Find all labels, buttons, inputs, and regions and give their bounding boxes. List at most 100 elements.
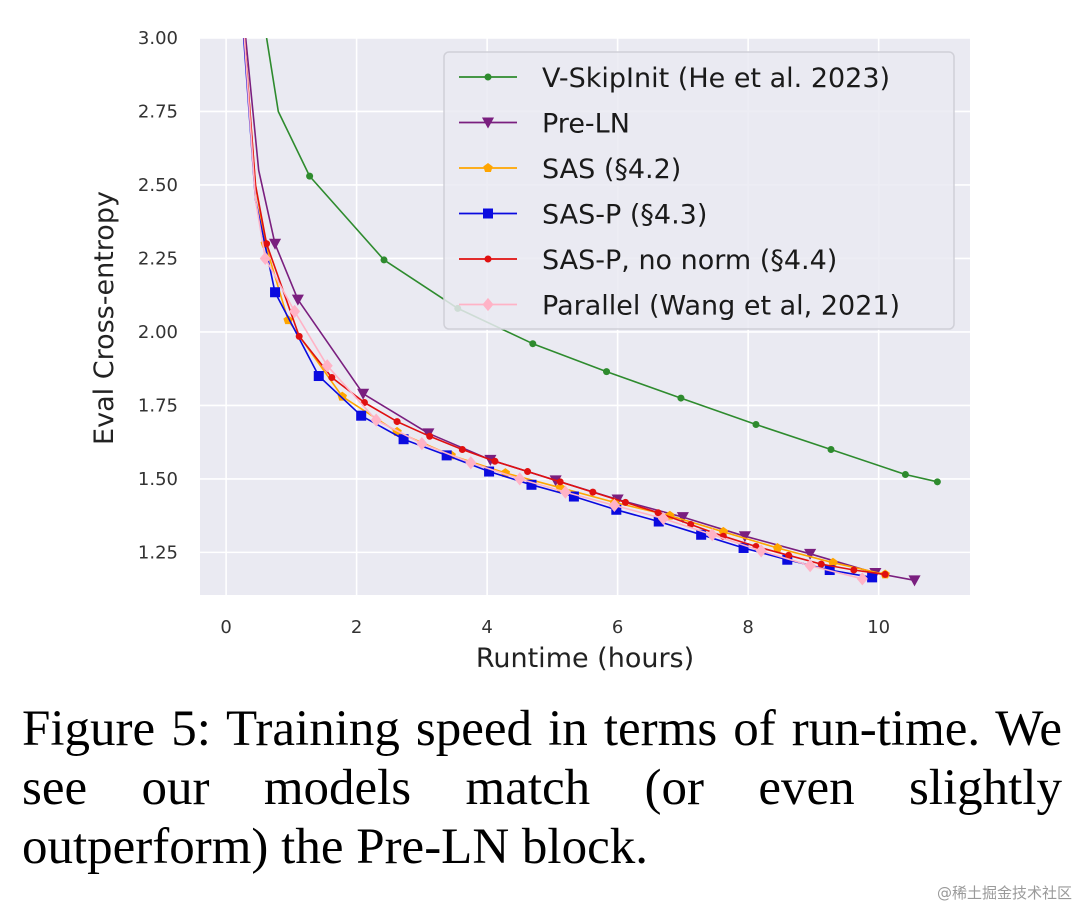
y-tick-label: 3.00: [138, 28, 178, 49]
legend-item: V-SkipInit (He et al. 2023): [459, 63, 890, 94]
y-tick-label: 2.00: [138, 322, 178, 343]
data-point: [393, 418, 401, 426]
y-tick-label: 2.50: [138, 175, 178, 196]
data-point: [458, 446, 466, 454]
legend-marker: [482, 297, 494, 312]
data-point: [589, 488, 597, 496]
data-point: [772, 543, 783, 552]
data-point: [568, 491, 579, 502]
y-tick-label: 2.25: [138, 248, 178, 269]
data-point: [755, 544, 767, 558]
data-point: [696, 529, 707, 540]
legend-marker: [484, 255, 492, 263]
y-axis-label: Eval Cross-entropy: [89, 191, 120, 445]
legend-label: Pre-LN: [542, 109, 630, 140]
legend-item: SAS (§4.2): [459, 154, 681, 185]
data-point: [785, 551, 793, 559]
legend-label: SAS-P (§4.3): [542, 200, 707, 231]
legend-marker: [484, 73, 492, 81]
legend-item: Pre-LN: [459, 109, 630, 140]
data-point: [676, 512, 689, 524]
data-point: [270, 287, 281, 298]
data-point: [908, 575, 921, 587]
data-point: [718, 526, 729, 536]
data-point: [901, 470, 909, 478]
x-tick-label: 2: [351, 617, 362, 638]
y-tick-label: 1.25: [138, 542, 178, 563]
data-point: [441, 450, 452, 461]
series-5: [243, 38, 868, 586]
data-point: [611, 504, 622, 515]
data-point: [828, 557, 838, 567]
series-line: [243, 38, 863, 580]
data-point: [738, 542, 749, 553]
data-point: [398, 434, 409, 445]
data-point: [804, 548, 817, 560]
y-tick-label: 1.75: [138, 395, 178, 416]
data-point: [259, 251, 271, 266]
chart: 0 2 4 6 8 101.251.501.752.002.252.502.753.00 …: [89, 28, 970, 674]
data-point: [621, 498, 629, 506]
data-point: [491, 457, 499, 465]
data-point: [356, 410, 367, 421]
data-point: [752, 421, 760, 429]
legend-item: Parallel (Wang et al, 2021): [459, 291, 900, 322]
series-line: [243, 38, 886, 576]
data-point: [556, 478, 564, 486]
data-point: [416, 437, 428, 451]
data-point: [289, 304, 301, 318]
legend-label: SAS (§4.2): [542, 154, 681, 185]
data-point: [603, 368, 611, 376]
y-tick-label: 1.50: [138, 469, 178, 490]
legend-item: SAS-P (§4.3): [459, 200, 707, 231]
x-tick-label: 6: [612, 617, 623, 638]
data-point: [370, 413, 382, 427]
data-point: [867, 572, 878, 583]
x-tick-label: 10: [867, 617, 890, 638]
data-point: [856, 572, 868, 586]
data-point: [337, 391, 347, 401]
data-point: [306, 172, 314, 180]
data-point: [524, 468, 532, 476]
tick-labels: 0 2 4 6 8 10 1.25 1.50 1.75 2.00 2.25 2.50 2.75 3.00: [138, 28, 890, 638]
legend-marker: [483, 163, 493, 173]
legend-label: V-SkipInit (He et al. 2023): [542, 63, 890, 94]
data-point: [827, 446, 835, 454]
data-point: [881, 570, 889, 578]
data-point: [677, 394, 685, 402]
data-point: [529, 340, 537, 348]
legend: V-SkipInit (He et al. 2023) Pre-LN SAS (§4…: [443, 51, 955, 330]
data-point: [380, 256, 388, 264]
watermark: @稀土掘金技术社区: [936, 884, 1072, 902]
data-point: [654, 509, 662, 517]
x-tick-label: 0: [220, 617, 231, 638]
data-point: [817, 560, 825, 568]
data-point: [850, 566, 858, 574]
data-point: [653, 516, 664, 527]
series-line: [265, 38, 938, 483]
data-point: [608, 498, 620, 512]
legend-label: Parallel (Wang et al, 2021): [542, 291, 900, 322]
figure-caption: Figure 5: Training speed in terms of run…: [22, 701, 1062, 875]
data-point: [526, 479, 537, 490]
data-point: [328, 373, 336, 381]
data-point: [933, 478, 941, 486]
legend-item: SAS-P, no norm (§4.4): [459, 245, 837, 276]
data-point: [738, 531, 751, 543]
data-point: [291, 294, 304, 306]
data-point: [706, 528, 718, 542]
legend-marker: [483, 208, 493, 219]
data-point: [657, 511, 669, 526]
y-tick-label: 2.75: [138, 101, 178, 122]
data-point: [514, 472, 526, 486]
data-point: [484, 466, 495, 477]
data-point: [313, 371, 324, 382]
data-point: [782, 554, 793, 565]
data-point: [321, 359, 333, 373]
data-point: [295, 332, 303, 340]
data-point: [263, 240, 271, 248]
data-point: [357, 388, 370, 400]
data-point: [687, 520, 695, 528]
x-tick-label: 4: [481, 617, 492, 638]
data-point: [804, 559, 816, 573]
